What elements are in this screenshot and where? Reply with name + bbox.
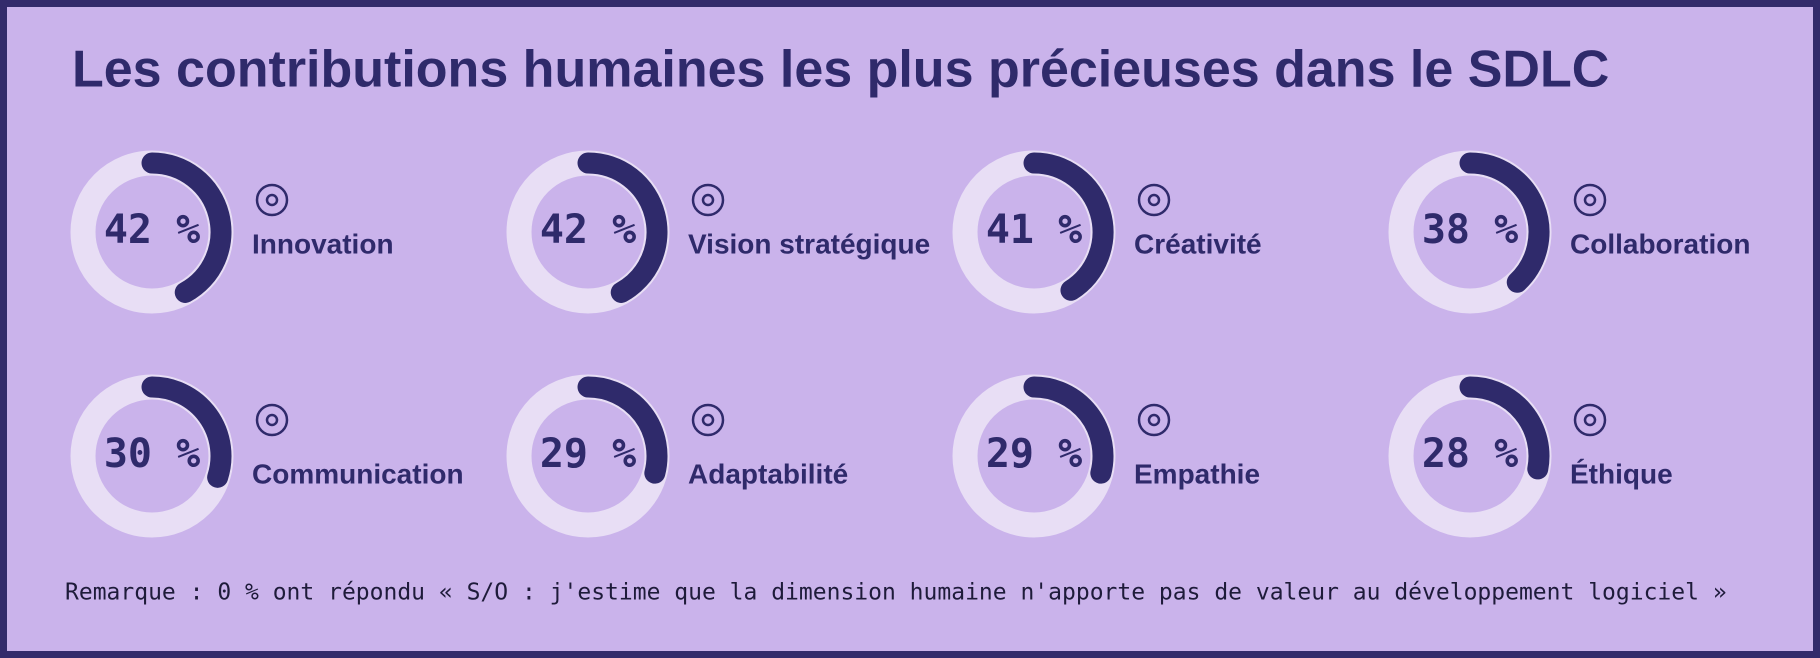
icon [1573, 183, 1607, 217]
donut-arc [1023, 376, 1114, 484]
icon [255, 403, 289, 437]
donut-arc [141, 376, 232, 488]
icon [265, 413, 279, 427]
icon [1137, 403, 1171, 437]
donut-arc [1459, 376, 1550, 480]
category-label: Empathie [1134, 458, 1260, 489]
value-label: 30 % [104, 431, 200, 477]
value-label: 38 % [1422, 207, 1518, 253]
chart-title: Les contributions humaines les plus préc… [72, 41, 1609, 99]
value-label: 28 % [1422, 431, 1518, 477]
value-label: 41 % [986, 207, 1082, 253]
donut-arc [1459, 152, 1550, 293]
category-label: Collaboration [1570, 228, 1750, 259]
icon [1583, 413, 1597, 427]
category-label: Communication [252, 458, 464, 489]
category-label: Éthique [1570, 458, 1673, 489]
value-label: 42 % [540, 207, 636, 253]
category-label: Innovation [252, 228, 394, 259]
icon [701, 413, 715, 427]
icon [691, 183, 725, 217]
category-label: Adaptabilité [688, 458, 848, 489]
donut-arc [577, 376, 668, 484]
icon [691, 403, 725, 437]
icon [701, 193, 715, 207]
icon [1147, 413, 1161, 427]
icon [1147, 193, 1161, 207]
icon [255, 183, 289, 217]
note: Remarque : 0 % ont répondu « S/O : j'est… [65, 580, 1727, 606]
icon [265, 193, 279, 207]
value-label: 29 % [540, 431, 636, 477]
icon [1573, 403, 1607, 437]
donut-arc [141, 152, 232, 303]
donut-arc [577, 152, 668, 303]
category-label: Vision stratégique [688, 228, 930, 259]
icon [1137, 183, 1171, 217]
donut-arc [1023, 152, 1114, 301]
value-label: 29 % [986, 431, 1082, 477]
category-label: Créativité [1134, 228, 1262, 259]
icon [1583, 193, 1597, 207]
value-label: 42 % [104, 207, 200, 253]
